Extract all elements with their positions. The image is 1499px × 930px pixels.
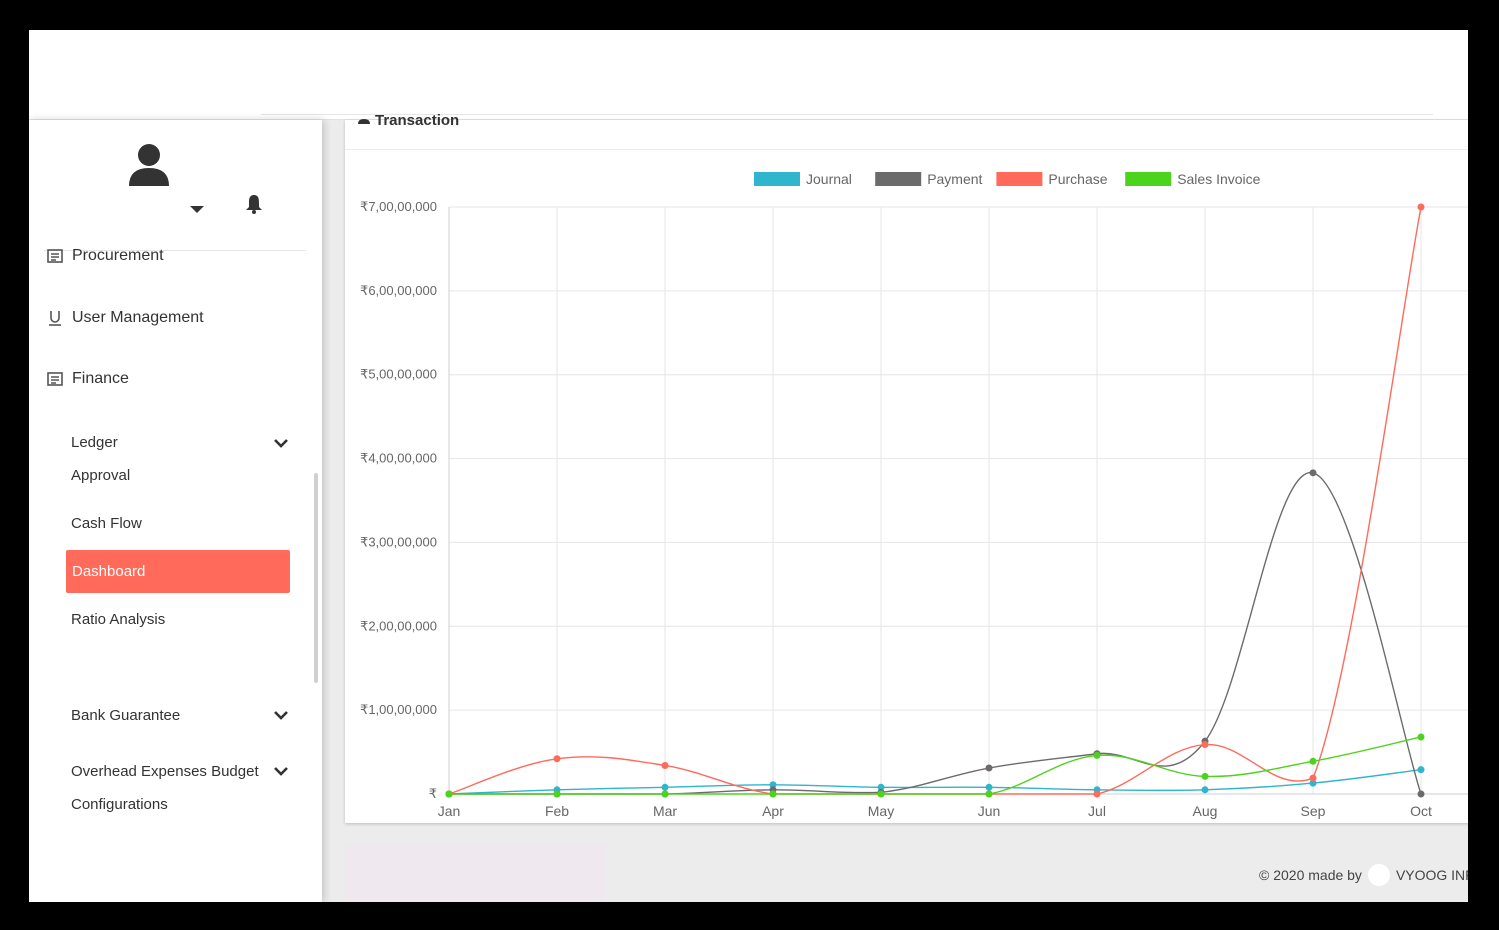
sidebar-item-label: Finance	[72, 370, 129, 387]
series-line-purchase	[448, 206, 1422, 795]
company-logo	[1367, 864, 1390, 886]
sidebar-subitem-cash-flow[interactable]: Cash Flow	[71, 515, 142, 532]
legend-label: Journal	[806, 171, 852, 187]
data-point	[661, 761, 669, 769]
data-point	[1417, 790, 1425, 798]
x-tick-label: Sep	[1301, 803, 1326, 819]
legend-swatch	[1125, 172, 1172, 186]
sidebar-subitem-configurations[interactable]: Configurations	[71, 796, 168, 813]
data-point	[769, 781, 777, 789]
sidebar-subitem-ratio-analysis[interactable]: Ratio Analysis	[71, 611, 166, 628]
data-point	[445, 790, 453, 798]
y-tick-label: ₹3,00,00,000	[360, 534, 437, 549]
legend-swatch	[754, 172, 800, 186]
chevron-down-icon[interactable]	[274, 766, 288, 776]
data-point	[553, 755, 561, 763]
y-tick-label: ₹2,00,00,000	[360, 618, 437, 633]
data-point	[769, 790, 777, 798]
x-tick-label: Jul	[1088, 803, 1106, 819]
sidebar-item-label: Procurement	[72, 247, 164, 264]
x-tick-label: Apr	[762, 803, 784, 819]
card-header: Transaction	[345, 112, 1468, 150]
card-title: Transaction	[375, 112, 460, 129]
user-icon	[358, 119, 370, 124]
footer-panel	[345, 844, 605, 902]
transaction-card: Transaction ₹ ₹1,00,00,000 ₹2,00,00,000 ₹3,…	[345, 112, 1468, 823]
user-management-icon	[49, 311, 61, 326]
chevron-down-icon[interactable]	[274, 710, 288, 720]
data-point	[553, 790, 561, 798]
sidebar-item-procurement[interactable]: Procurement	[47, 243, 164, 269]
x-tick-label: Feb	[545, 803, 569, 819]
user-dropdown-caret-icon[interactable]	[190, 206, 204, 213]
legend-label: Purchase	[1048, 171, 1107, 187]
sidebar-divider	[44, 250, 306, 251]
x-tick-label: Jun	[978, 803, 1001, 819]
data-point	[1201, 786, 1209, 794]
list-icon	[47, 249, 63, 263]
data-point	[1201, 741, 1209, 749]
transaction-line-chart: ₹ ₹1,00,00,000 ₹2,00,00,000 ₹3,00,00,000 ₹4,…	[360, 171, 1468, 819]
data-point	[1309, 779, 1317, 787]
data-point	[985, 790, 993, 798]
sidebar-item-label: Dashboard	[72, 563, 146, 580]
footer-company[interactable]: VYOOG INFO	[1395, 867, 1468, 883]
data-point	[1417, 733, 1425, 741]
user-avatar-icon[interactable]	[127, 142, 171, 186]
data-point	[1417, 766, 1425, 774]
header-divider	[261, 114, 1433, 115]
top-header	[29, 30, 1468, 120]
data-point	[1417, 203, 1425, 211]
data-point	[1309, 774, 1317, 782]
data-point	[877, 783, 885, 791]
chevron-down-icon[interactable]	[274, 438, 288, 448]
data-point	[985, 764, 993, 772]
app-screen: Procurement User Management Finance Ledg…	[29, 30, 1468, 902]
data-point	[661, 783, 669, 791]
data-point	[1309, 469, 1317, 477]
x-tick-label: Oct	[1410, 803, 1432, 819]
data-point	[985, 783, 993, 791]
x-tick-label: Aug	[1193, 803, 1218, 819]
data-point	[1201, 772, 1209, 780]
footer: © 2020 made by VYOOG INFO	[1259, 864, 1468, 886]
y-tick-label: ₹4,00,00,000	[360, 451, 437, 466]
legend-swatch	[996, 172, 1043, 186]
sidebar: Procurement User Management Finance Ledg…	[29, 120, 322, 902]
sidebar-item-overhead-expenses-budget[interactable]: Overhead Expenses Budget	[71, 763, 259, 780]
y-tick-label: ₹	[429, 786, 437, 801]
legend-label: Sales Invoice	[1177, 171, 1260, 187]
footer-made-by: © 2020 made by	[1259, 867, 1362, 883]
data-point	[1093, 751, 1101, 759]
notification-bell-icon[interactable]	[245, 194, 263, 214]
y-tick-label: ₹1,00,00,000	[360, 702, 437, 717]
data-point	[877, 790, 885, 798]
x-tick-label: Mar	[653, 803, 677, 819]
y-tick-label: ₹6,00,00,000	[360, 283, 437, 298]
sidebar-item-label: User Management	[72, 309, 204, 326]
series-line-journal	[448, 768, 1422, 795]
data-point	[1093, 790, 1101, 798]
sidebar-item-user-management[interactable]: User Management	[47, 305, 204, 331]
list-icon	[47, 372, 63, 386]
sidebar-subitem-ledger[interactable]: Ledger	[71, 434, 118, 451]
x-tick-label: Jan	[438, 803, 461, 819]
data-point	[661, 790, 669, 798]
series-line-payment	[448, 472, 1422, 795]
legend-label: Payment	[927, 171, 982, 187]
legend-swatch	[875, 172, 922, 186]
sidebar-scrollbar[interactable]	[314, 473, 318, 683]
sidebar-subitem-approval[interactable]: Approval	[71, 467, 131, 484]
x-tick-label: May	[868, 803, 894, 819]
series-line-sales-invoice	[448, 736, 1422, 795]
data-point	[1309, 757, 1317, 765]
sidebar-subitem-dashboard[interactable]: Dashboard	[66, 550, 290, 593]
y-tick-label: ₹7,00,00,000	[360, 199, 437, 214]
y-tick-label: ₹5,00,00,000	[360, 367, 437, 382]
sidebar-item-finance[interactable]: Finance	[47, 366, 129, 392]
sidebar-item-bank-guarantee[interactable]: Bank Guarantee	[71, 707, 181, 724]
